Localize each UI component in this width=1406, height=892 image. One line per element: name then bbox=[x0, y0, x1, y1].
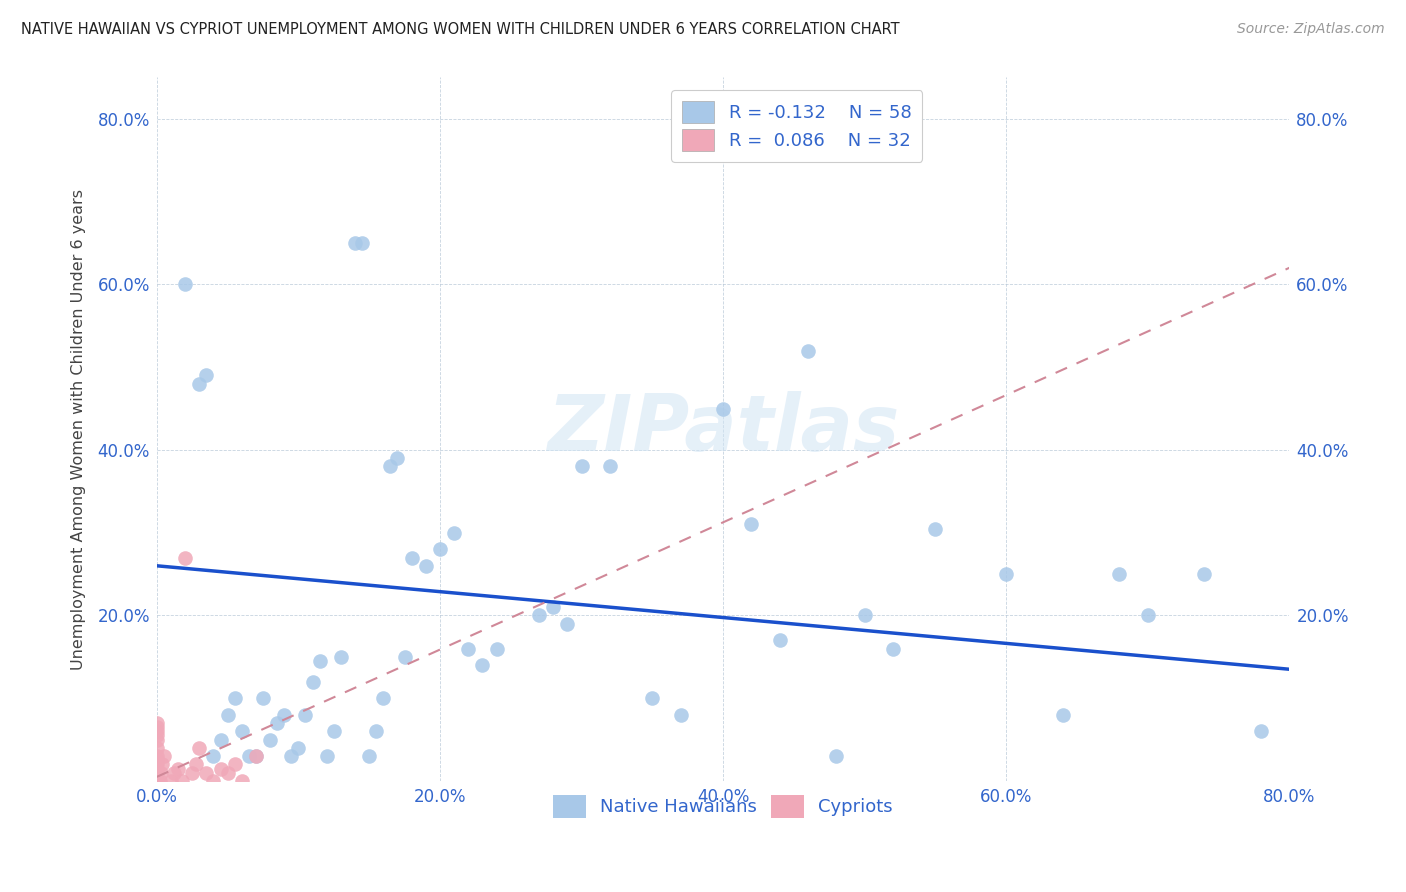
Point bbox=[266, 716, 288, 731]
Point bbox=[146, 729, 169, 743]
Y-axis label: Unemployment Among Women with Children Under 6 years: Unemployment Among Women with Children U… bbox=[72, 189, 86, 670]
Point bbox=[769, 633, 792, 648]
Point bbox=[352, 235, 374, 250]
Point bbox=[174, 550, 197, 565]
Point bbox=[541, 600, 564, 615]
Point bbox=[217, 765, 239, 780]
Point bbox=[401, 550, 423, 565]
Point bbox=[146, 740, 169, 755]
Point bbox=[186, 757, 208, 772]
Point bbox=[146, 724, 169, 739]
Point bbox=[366, 724, 388, 739]
Point bbox=[195, 765, 218, 780]
Point bbox=[149, 774, 172, 789]
Point bbox=[443, 525, 465, 540]
Point bbox=[202, 749, 225, 764]
Point bbox=[457, 641, 479, 656]
Legend: Native Hawaiians, Cypriots: Native Hawaiians, Cypriots bbox=[546, 789, 900, 825]
Point bbox=[669, 707, 692, 722]
Point bbox=[224, 691, 246, 706]
Point bbox=[181, 765, 204, 780]
Point bbox=[924, 522, 946, 536]
Point bbox=[308, 654, 330, 668]
Point bbox=[825, 749, 848, 764]
Point bbox=[711, 401, 734, 416]
Point bbox=[273, 707, 295, 722]
Point bbox=[146, 762, 169, 776]
Point bbox=[188, 740, 211, 755]
Point bbox=[394, 649, 416, 664]
Text: ZIPatlas: ZIPatlas bbox=[547, 392, 900, 467]
Point bbox=[259, 732, 281, 747]
Point bbox=[146, 720, 169, 734]
Point bbox=[231, 724, 253, 739]
Point bbox=[329, 649, 352, 664]
Text: NATIVE HAWAIIAN VS CYPRIOT UNEMPLOYMENT AMONG WOMEN WITH CHILDREN UNDER 6 YEARS : NATIVE HAWAIIAN VS CYPRIOT UNEMPLOYMENT … bbox=[21, 22, 900, 37]
Point bbox=[429, 542, 451, 557]
Point bbox=[231, 774, 253, 789]
Point bbox=[195, 368, 218, 383]
Point bbox=[202, 774, 225, 789]
Point bbox=[146, 757, 169, 772]
Point bbox=[557, 616, 579, 631]
Point bbox=[245, 749, 267, 764]
Point bbox=[167, 762, 190, 776]
Point bbox=[853, 608, 876, 623]
Point bbox=[343, 235, 366, 250]
Point bbox=[150, 765, 173, 780]
Point bbox=[471, 658, 494, 673]
Point bbox=[146, 753, 169, 767]
Point bbox=[995, 567, 1018, 582]
Point bbox=[287, 740, 309, 755]
Point bbox=[146, 716, 169, 731]
Point bbox=[415, 558, 437, 573]
Point bbox=[1052, 707, 1074, 722]
Point bbox=[1108, 567, 1130, 582]
Point bbox=[188, 376, 211, 391]
Point bbox=[280, 749, 302, 764]
Point bbox=[797, 343, 820, 358]
Point bbox=[238, 749, 260, 764]
Point bbox=[527, 608, 550, 623]
Point bbox=[152, 757, 174, 772]
Point bbox=[740, 517, 762, 532]
Point bbox=[599, 459, 621, 474]
Point bbox=[1194, 567, 1216, 582]
Point bbox=[1250, 724, 1272, 739]
Point bbox=[359, 749, 381, 764]
Point bbox=[209, 762, 232, 776]
Point bbox=[217, 707, 239, 722]
Point bbox=[146, 765, 169, 780]
Point bbox=[174, 277, 197, 292]
Point bbox=[146, 749, 169, 764]
Point bbox=[485, 641, 508, 656]
Point bbox=[294, 707, 316, 722]
Point bbox=[172, 774, 194, 789]
Point bbox=[252, 691, 274, 706]
Point bbox=[146, 774, 169, 789]
Point bbox=[315, 749, 337, 764]
Point bbox=[641, 691, 664, 706]
Point bbox=[322, 724, 344, 739]
Point bbox=[160, 774, 183, 789]
Point bbox=[153, 749, 176, 764]
Point bbox=[146, 732, 169, 747]
Point bbox=[209, 732, 232, 747]
Point bbox=[387, 451, 409, 466]
Point bbox=[146, 774, 169, 789]
Point bbox=[1136, 608, 1159, 623]
Point bbox=[571, 459, 593, 474]
Point bbox=[301, 674, 323, 689]
Point bbox=[163, 765, 186, 780]
Text: Source: ZipAtlas.com: Source: ZipAtlas.com bbox=[1237, 22, 1385, 37]
Point bbox=[373, 691, 395, 706]
Point bbox=[380, 459, 402, 474]
Point bbox=[224, 757, 246, 772]
Point bbox=[882, 641, 904, 656]
Point bbox=[245, 749, 267, 764]
